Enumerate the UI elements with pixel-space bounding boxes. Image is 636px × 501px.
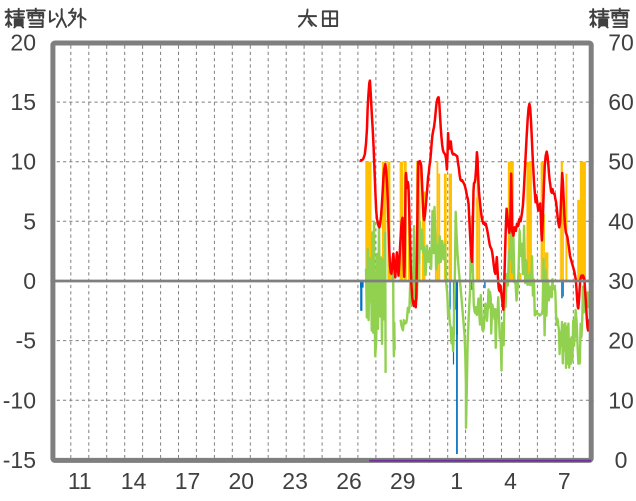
svg-text:-5: -5 <box>16 328 36 354</box>
svg-text:20: 20 <box>608 328 634 354</box>
svg-text:5: 5 <box>23 208 36 234</box>
svg-text:11: 11 <box>68 468 92 494</box>
svg-text:7: 7 <box>558 468 571 494</box>
svg-text:23: 23 <box>282 468 308 494</box>
svg-text:17: 17 <box>175 468 201 494</box>
svg-text:0: 0 <box>615 447 628 473</box>
svg-text:50: 50 <box>608 149 634 175</box>
svg-text:29: 29 <box>390 468 416 494</box>
svg-text:4: 4 <box>504 468 517 494</box>
svg-text:60: 60 <box>608 89 634 115</box>
svg-text:10: 10 <box>608 387 634 413</box>
svg-text:14: 14 <box>121 468 147 494</box>
svg-text:40: 40 <box>608 208 634 234</box>
svg-text:15: 15 <box>10 89 36 115</box>
svg-text:70: 70 <box>608 29 634 55</box>
svg-text:1: 1 <box>450 468 463 494</box>
svg-text:-10: -10 <box>3 387 36 413</box>
svg-text:10: 10 <box>10 149 36 175</box>
svg-text:20: 20 <box>10 29 36 55</box>
svg-text:-15: -15 <box>3 447 36 473</box>
svg-text:30: 30 <box>608 268 634 294</box>
svg-text:20: 20 <box>229 468 255 494</box>
svg-text:26: 26 <box>336 468 362 494</box>
svg-text:0: 0 <box>23 268 36 294</box>
